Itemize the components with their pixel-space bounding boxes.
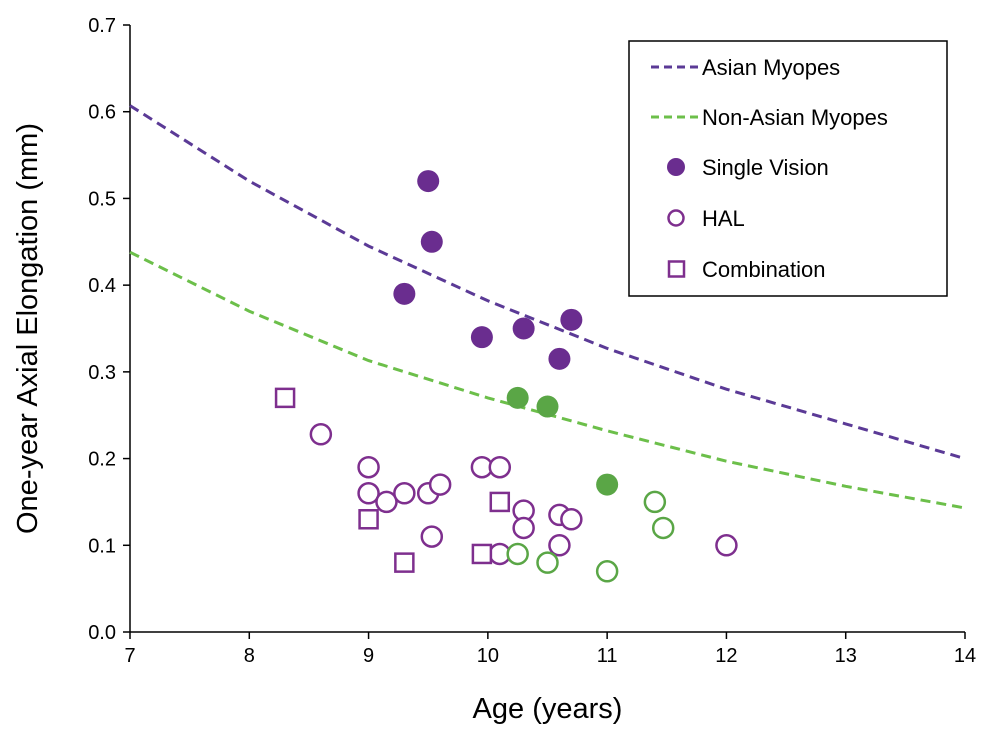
single-vision-point xyxy=(560,308,583,331)
combination-point xyxy=(358,509,379,530)
hal-point xyxy=(375,490,398,514)
hal-point xyxy=(643,490,667,514)
legend-swatch-open-square xyxy=(667,260,686,278)
legend-label: Combination xyxy=(702,257,826,282)
hal-point xyxy=(512,516,535,540)
x-tick-label: 11 xyxy=(597,645,618,667)
combination-point xyxy=(274,387,296,409)
x-tick-label: 9 xyxy=(363,645,374,667)
hal-point xyxy=(309,423,333,446)
combination-point xyxy=(471,543,493,565)
hal-point xyxy=(393,482,416,505)
legend-swatch-open-circle xyxy=(667,209,685,227)
hal-point xyxy=(560,508,583,531)
hal-point xyxy=(595,560,619,583)
data-points xyxy=(274,170,738,583)
hal-point xyxy=(357,482,380,505)
x-tick-label: 12 xyxy=(715,645,737,667)
y-tick-label: 0.4 xyxy=(88,275,116,297)
axes: 7 8 9 10 11 12 13 14 0.0 0.1 0.2 0.3 0.4 0.5 0.6 0.7 xyxy=(88,15,976,667)
combination-point xyxy=(394,552,415,573)
hal-point xyxy=(428,473,452,496)
single-vision-point xyxy=(470,326,493,349)
x-tick-label: 14 xyxy=(954,645,976,667)
x-tick-label: 10 xyxy=(477,645,499,667)
hal-point xyxy=(506,542,529,566)
single-vision-point xyxy=(596,473,619,496)
trend-line-asian-myopes xyxy=(129,104,966,461)
x-tick-label: 7 xyxy=(124,645,135,667)
single-vision-point xyxy=(420,230,443,253)
single-vision-point xyxy=(506,386,529,409)
hal-point xyxy=(488,455,512,479)
single-vision-point xyxy=(512,317,535,340)
hal-point xyxy=(715,534,738,557)
single-vision-point xyxy=(393,282,416,305)
y-tick-label: 0.5 xyxy=(88,188,116,210)
hal-point xyxy=(536,551,559,574)
y-tick-label: 0.2 xyxy=(88,449,116,471)
legend-label: Non-Asian Myopes xyxy=(702,105,888,130)
x-tick-label: 8 xyxy=(244,645,255,667)
legend: Asian Myopes Non-Asian Myopes Single Visio… xyxy=(628,40,948,297)
x-tick-label: 13 xyxy=(835,645,857,667)
hal-point xyxy=(420,525,444,548)
y-tick-label: 0.6 xyxy=(88,102,116,124)
hal-point xyxy=(548,534,571,557)
single-vision-point xyxy=(417,170,440,193)
y-tick-label: 0.1 xyxy=(88,535,116,557)
y-tick-label: 0.3 xyxy=(88,362,116,384)
legend-swatch-filled-circle xyxy=(667,158,685,176)
single-vision-point xyxy=(548,347,571,370)
y-tick-label: 0.7 xyxy=(88,15,116,37)
hal-point xyxy=(357,455,380,479)
hal-point xyxy=(651,516,675,540)
single-vision-point xyxy=(536,395,559,418)
y-axis-title: One-year Axial Elongation (mm) xyxy=(12,123,44,534)
x-axis-title: Age (years) xyxy=(473,693,623,725)
legend-label: Asian Myopes xyxy=(702,55,840,80)
y-tick-label: 0.0 xyxy=(88,622,116,644)
combination-point xyxy=(489,491,511,513)
legend-label: Single Vision xyxy=(702,155,829,180)
legend-label: HAL xyxy=(702,206,745,231)
